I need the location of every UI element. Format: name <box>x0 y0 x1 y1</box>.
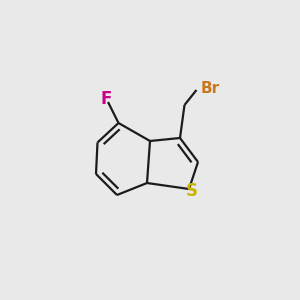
Text: Br: Br <box>201 81 220 96</box>
Text: S: S <box>186 182 198 200</box>
Text: F: F <box>101 90 112 108</box>
